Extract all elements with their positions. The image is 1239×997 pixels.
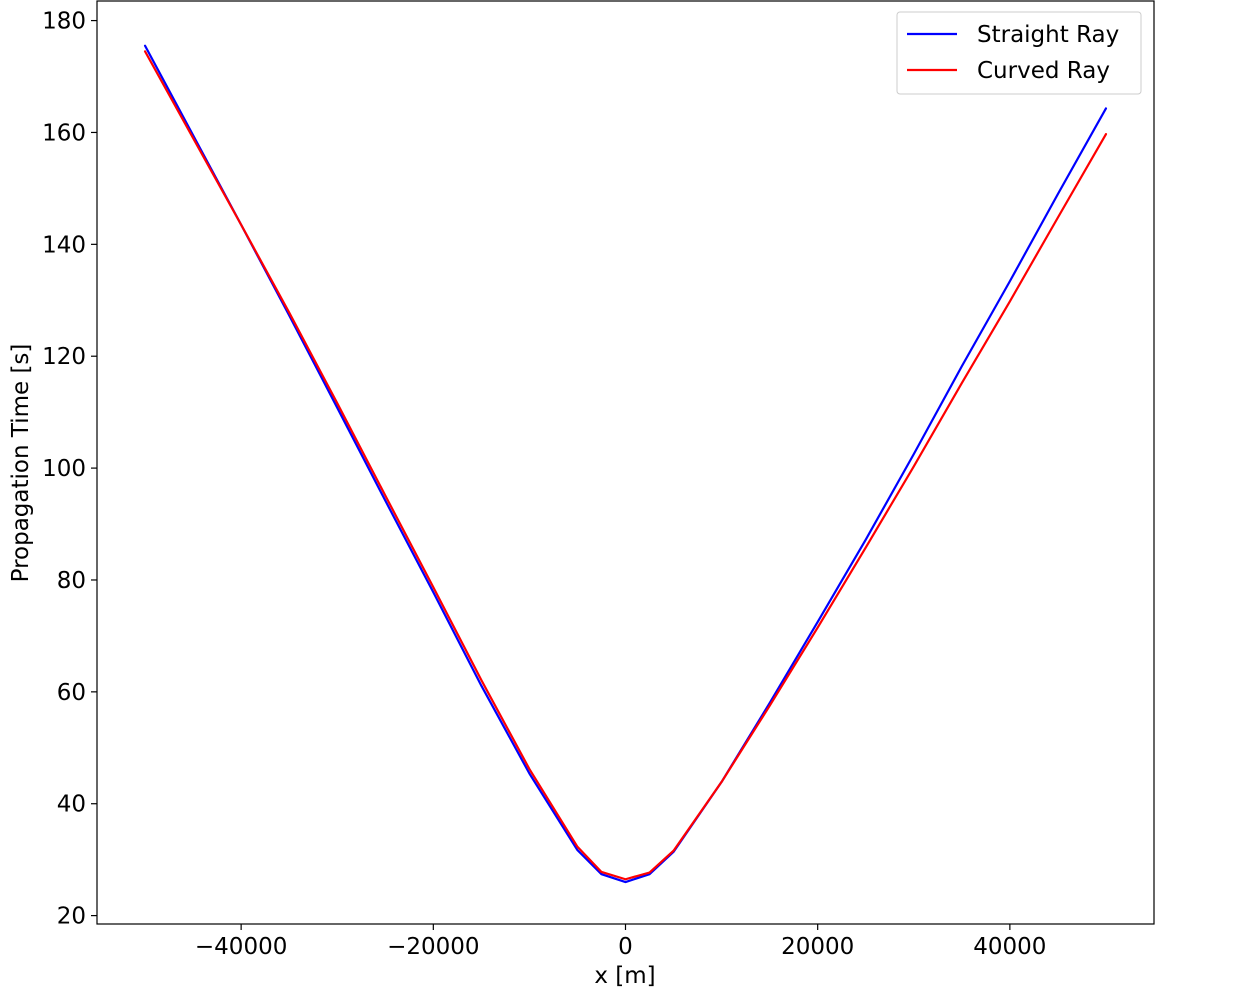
y-tick-label: 160 (42, 120, 86, 146)
y-tick-label: 100 (42, 456, 86, 482)
legend-label-0: Straight Ray (977, 22, 1119, 48)
series-line-1 (143, 50, 1108, 881)
plot-area-background (97, 1, 1154, 924)
y-axis-label: Propagation Time [s] (8, 344, 34, 583)
legend: Straight Ray Curved Ray (896, 11, 1142, 95)
series-line-0 (143, 44, 1108, 884)
x-axis: −40000 −20000 0 20000 40000 (195, 924, 1046, 960)
y-tick-label: 20 (57, 904, 86, 930)
legend-box (896, 11, 1142, 95)
legend-label-1: Curved Ray (977, 58, 1110, 84)
x-tick-label: 0 (618, 934, 633, 960)
y-tick-label: 80 (57, 568, 86, 594)
y-tick-label: 180 (42, 9, 86, 35)
x-tick-label: 20000 (781, 934, 854, 960)
x-tick-label: −40000 (195, 934, 287, 960)
y-tick-label: 40 (57, 792, 86, 818)
x-axis-label: x [m] (594, 963, 655, 989)
series-layer (143, 44, 1108, 884)
x-tick-label: 40000 (973, 934, 1046, 960)
y-tick-label: 140 (42, 232, 86, 258)
y-tick-label: 120 (42, 344, 86, 370)
y-tick-label: 60 (57, 680, 86, 706)
x-tick-label: −20000 (387, 934, 479, 960)
y-axis: 20 40 60 80 100 120 140 160 180 (42, 9, 97, 930)
